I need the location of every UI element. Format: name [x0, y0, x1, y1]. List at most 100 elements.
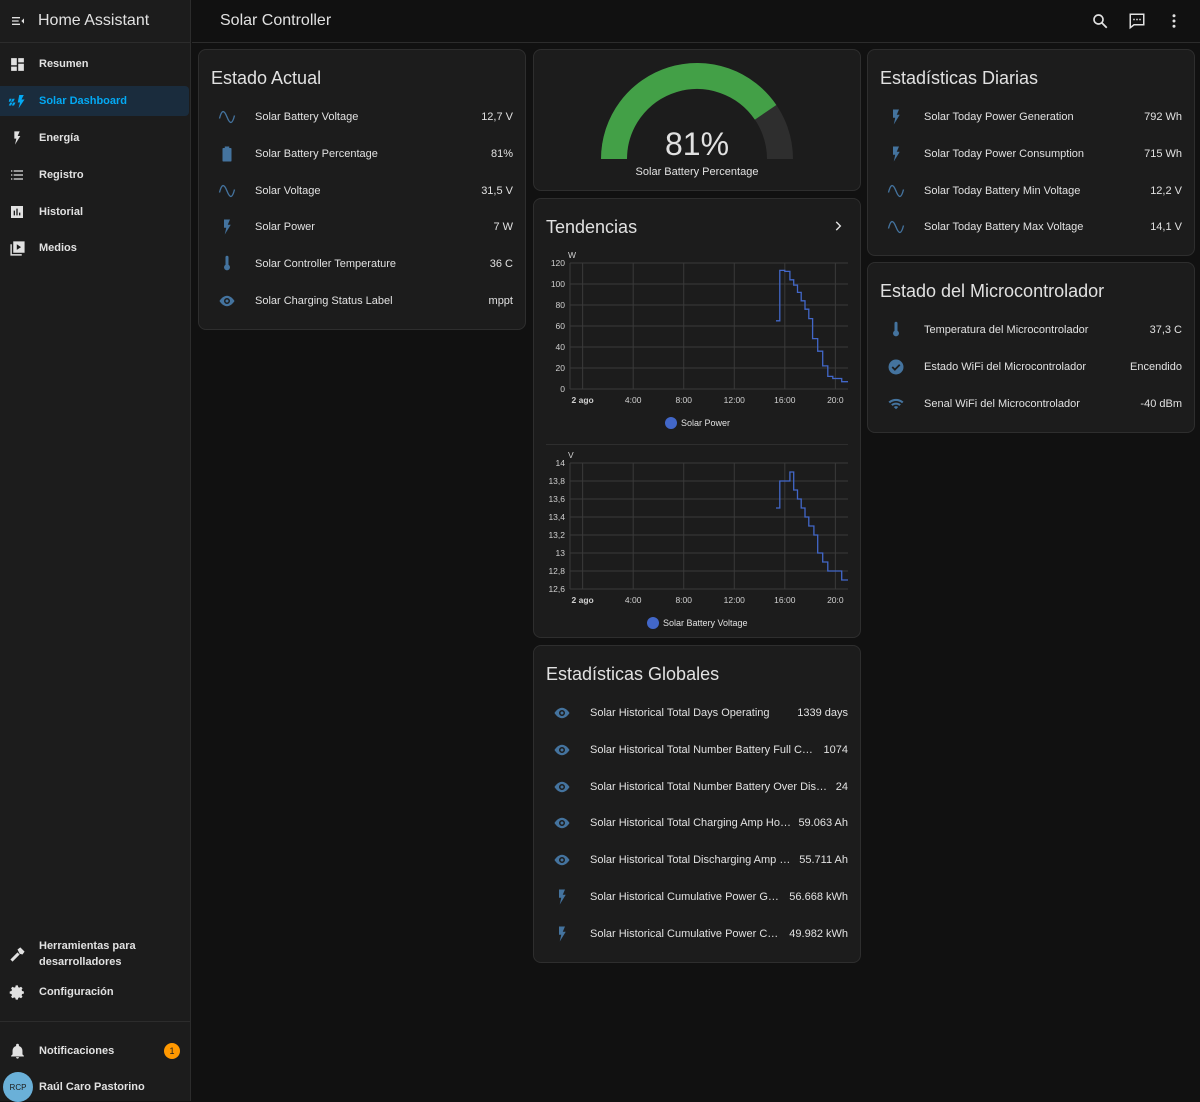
series-line[interactable]: [776, 471, 848, 581]
entity-value: 715 Wh: [1144, 147, 1182, 160]
entity-row[interactable]: Solar Historical Total Number Battery Ov…: [534, 769, 860, 805]
entity-row[interactable]: Temperatura del Microcontrolador 37,3 C: [868, 312, 1194, 348]
sidebar-item-historial[interactable]: Historial: [0, 197, 189, 227]
entity-row[interactable]: Solar Voltage 31,5 V: [199, 173, 525, 209]
avatar: RCP: [3, 1072, 33, 1102]
card-microcontrolador: Estado del Microcontrolador Temperatura …: [867, 262, 1195, 433]
battery-icon: [199, 145, 255, 163]
x-tick-label: 2 ago: [572, 395, 594, 405]
solar-power-icon: [0, 92, 34, 110]
sidebar-item-settings[interactable]: Configuración: [0, 977, 189, 1007]
gauge-value-arc: [601, 63, 777, 160]
entity-value: 81%: [490, 147, 513, 160]
legend-dot: [647, 617, 659, 629]
entity-row[interactable]: Solar Historical Cumulative Power Gen… 56…: [534, 879, 860, 915]
legend-dot: [665, 417, 677, 429]
entity-row[interactable]: Solar Today Power Consumption 715 Wh: [868, 136, 1194, 172]
assist-icon[interactable]: [1127, 11, 1147, 31]
eye-icon: [534, 778, 590, 796]
entity-row[interactable]: Solar Battery Percentage 81%: [199, 136, 525, 172]
entity-row[interactable]: Solar Battery Voltage 12,7 V: [199, 99, 525, 135]
legend-solar-battery-voltage[interactable]: Solar Battery Voltage: [647, 617, 748, 629]
entity-row[interactable]: Solar Historical Total Discharging Amp H…: [534, 842, 860, 878]
entity-value: 31,5 V: [481, 184, 513, 197]
entity-row[interactable]: Solar Power 7 W: [199, 209, 525, 245]
eye-icon: [534, 814, 590, 832]
sidebar-item-solar-dashboard[interactable]: Solar Dashboard: [0, 86, 189, 116]
sidebar-header: Home Assistant: [0, 0, 190, 43]
entity-row[interactable]: Senal WiFi del Microcontrolador -40 dBm: [868, 386, 1194, 422]
y-tick-label: 80: [556, 300, 566, 310]
entity-name: Solar Historical Total Charging Amp Hour…: [590, 817, 793, 830]
entity-row[interactable]: Estado WiFi del Microcontrolador Encendid…: [868, 349, 1194, 385]
entity-row[interactable]: Solar Charging Status Label mppt: [199, 283, 525, 319]
flash-icon: [199, 218, 255, 236]
x-tick-label: 12:00: [724, 595, 746, 605]
card-title: Estadísticas Globales: [546, 664, 720, 684]
entity-value: 1074: [823, 743, 848, 756]
battery-gauge: [601, 63, 793, 160]
sine-wave-icon: [868, 218, 924, 236]
chart-box-icon: [0, 204, 34, 220]
entity-row[interactable]: Solar Historical Total Number Battery Fu…: [534, 732, 860, 768]
sine-wave-icon: [199, 182, 255, 200]
sidebar-item-energia[interactable]: Energía: [0, 123, 189, 153]
sidebar-item-medios[interactable]: Medios: [0, 233, 189, 263]
entity-name: Solar Historical Total Days Operating: [590, 707, 770, 719]
legend-solar-power[interactable]: Solar Power: [665, 417, 730, 429]
entity-value: -40 dBm: [1140, 397, 1182, 410]
sidebar-item-user[interactable]: RCP Raúl Caro Pastorino: [0, 1072, 189, 1102]
axis-unit: W: [568, 250, 576, 260]
entity-value: 7 W: [493, 221, 513, 234]
user-name: Raúl Caro Pastorino: [39, 1081, 145, 1093]
y-tick-label: 12,6: [548, 584, 565, 594]
more-vertical-icon[interactable]: [1164, 11, 1184, 31]
entity-name: Solar Today Power Generation: [924, 111, 1074, 123]
y-tick-label: 14: [556, 458, 566, 468]
entity-value: 37,3 C: [1149, 324, 1182, 336]
sidebar-item-label: Configuración: [39, 986, 114, 998]
sidebar-item-notifications[interactable]: Notificaciones 1: [0, 1036, 189, 1066]
entity-value: Encendido: [1130, 360, 1182, 373]
entity-name: Solar Battery Voltage: [255, 111, 359, 123]
sine-wave-icon: [868, 182, 924, 200]
entity-row[interactable]: Solar Controller Temperature 36 C: [199, 246, 525, 282]
card-tendencias: Tendencias W 0 20 40 60 80 100 120 2 ago 4:00 8:00…: [533, 198, 861, 638]
card-gauge[interactable]: 81% Solar Battery Percentage: [533, 49, 861, 191]
lightning-bolt-icon: [0, 130, 34, 146]
chevron-right-icon[interactable]: [831, 219, 845, 238]
sidebar-item-label: Herramientas para desarrolladores: [39, 940, 136, 968]
dashboard-icon: [0, 56, 34, 73]
card-estadisticas-globales: Estadísticas Globales Solar Historical T…: [533, 645, 861, 963]
entity-row[interactable]: Solar Historical Cumulative Power Con… 49…: [534, 916, 860, 952]
entity-name: Solar Today Battery Max Voltage: [924, 221, 1084, 234]
card-estadisticas-diarias: Estadísticas Diarias Solar Today Power G…: [867, 49, 1195, 256]
eye-icon: [534, 704, 590, 722]
sidebar-item-developer-tools[interactable]: Herramientas para desarrolladores: [0, 934, 189, 974]
search-icon[interactable]: [1090, 11, 1110, 31]
entity-row[interactable]: Solar Historical Total Charging Amp Hour…: [534, 805, 860, 841]
sidebar-item-resumen[interactable]: Resumen: [0, 49, 189, 79]
x-tick-label: 16:00: [774, 395, 796, 405]
series-line[interactable]: [776, 269, 848, 383]
flash-icon: [868, 145, 924, 163]
notification-badge: 1: [164, 1043, 180, 1059]
sidebar-item-label: Medios: [39, 242, 77, 254]
entity-name: Temperatura del Microcontrolador: [924, 324, 1089, 336]
entity-row[interactable]: Solar Historical Total Days Operating 133…: [534, 695, 860, 731]
sidebar-item-registro[interactable]: Registro: [0, 160, 189, 190]
y-tick-label: 13,4: [548, 512, 565, 522]
menu-icon[interactable]: [0, 13, 36, 29]
axis-unit: V: [568, 450, 574, 460]
card-title: Estado del Microcontrolador: [880, 281, 1105, 301]
entity-row[interactable]: Solar Today Battery Max Voltage 14,1 V: [868, 209, 1194, 245]
flash-icon: [534, 925, 590, 943]
wifi-icon: [868, 395, 924, 413]
entity-row[interactable]: Solar Today Battery Min Voltage 12,2 V: [868, 173, 1194, 209]
x-tick-label: 2 ago: [572, 595, 594, 605]
entity-row[interactable]: Solar Today Power Generation 792 Wh: [868, 99, 1194, 135]
entity-name: Solar Historical Total Discharging Amp H…: [590, 854, 794, 867]
entity-value: 55.711 Ah: [799, 854, 848, 867]
sidebar-item-label: Notificaciones: [39, 1045, 115, 1057]
sidebar-item-label: Energía: [39, 132, 80, 144]
